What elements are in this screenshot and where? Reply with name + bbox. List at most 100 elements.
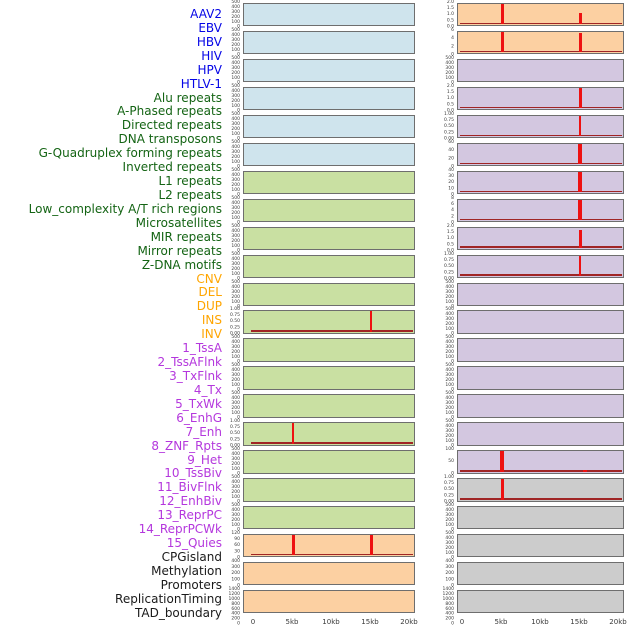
y-tick-label: 40: [448, 167, 454, 173]
y-tick-label: 300: [231, 121, 240, 127]
y-tick-label: 100: [231, 131, 240, 137]
y-tick-label: 1.0: [446, 95, 454, 101]
y-tick-label: 200: [445, 321, 454, 327]
density-panel: [457, 142, 624, 167]
y-tick-label: 200: [231, 349, 240, 355]
y-tick-label: 0: [451, 219, 454, 225]
y-axis-ticks: 500 400 300 200 100 0: [216, 223, 240, 253]
y-tick-label: 100: [445, 75, 454, 81]
y-tick-label: 0: [451, 331, 454, 337]
x-tick-label: 5kb: [494, 618, 508, 626]
y-tick-label: 300: [445, 564, 454, 570]
y-axis-ticks: 500 400 300 200 100 0: [216, 446, 240, 477]
y-tick-label: 300: [231, 93, 240, 99]
y-tick-label: 100: [231, 103, 240, 109]
y-axis-ticks: 500 400 300 200 100 0: [216, 251, 240, 281]
y-tick-label: 400: [445, 395, 454, 401]
y-tick-label: 500: [231, 251, 240, 257]
y-tick-label: 2.0: [446, 0, 454, 5]
feature-label: EBV: [198, 20, 222, 35]
y-tick-label: 0: [237, 136, 240, 142]
y-tick-label: 400: [231, 88, 240, 94]
y-axis-ticks: 500 400 300 200 100 0: [430, 279, 454, 309]
y-tick-label: 500: [445, 55, 454, 61]
density-panel: [243, 562, 415, 586]
feature-label: Inverted repeats: [122, 160, 222, 175]
signal-spike: [578, 171, 582, 193]
y-tick-label: 2: [451, 43, 454, 49]
y-tick-label: 500: [231, 195, 240, 201]
feature-label: DNA transposons: [118, 132, 223, 147]
density-panel: [243, 170, 415, 195]
y-tick-label: 100: [231, 522, 240, 528]
y-axis-ticks: 400 300 200 100 0: [216, 559, 240, 588]
y-tick-label: 400: [231, 4, 240, 10]
y-tick-label: 1000: [228, 596, 240, 602]
feature-label: A-Phased repeats: [117, 104, 222, 119]
y-tick-label: 200: [231, 461, 240, 467]
y-tick-label: 6: [451, 27, 454, 33]
density-panel: [243, 58, 415, 83]
y-tick-label: 1.5: [446, 5, 454, 11]
y-tick-label: 100: [231, 576, 240, 582]
y-tick-label: 500: [231, 390, 240, 396]
y-tick-label: 1.00: [443, 111, 454, 117]
signal-spike: [500, 451, 504, 472]
y-tick-label: 2.0: [446, 83, 454, 89]
x-tick-label: 10kb: [531, 618, 549, 626]
y-axis-ticks: 1.00 0.75 0.50 0.25 0.00: [430, 475, 454, 504]
y-tick-label: 200: [231, 237, 240, 243]
y-tick-label: 0: [451, 415, 454, 421]
signal-spike: [369, 535, 373, 556]
signal-spike: [578, 230, 582, 248]
density-panel: [243, 450, 415, 474]
y-axis-ticks: 100 50 0: [430, 447, 454, 476]
density-panel: [457, 3, 624, 27]
feature-label: Alu repeats: [153, 90, 222, 105]
y-axis-ticks: 500 400 300 200 100 0: [216, 195, 240, 225]
y-tick-label: 100: [231, 19, 240, 25]
y-tick-label: 0: [237, 108, 240, 114]
y-tick-label: 100: [231, 354, 240, 360]
y-tick-label: 100: [231, 186, 240, 192]
y-tick-label: 500: [231, 446, 240, 452]
signal-spike: [370, 311, 372, 332]
y-tick-label: 300: [445, 344, 454, 350]
y-tick-label: 0.50: [443, 263, 454, 269]
y-tick-label: 300: [445, 512, 454, 518]
y-tick-label: 200: [445, 545, 454, 551]
y-tick-label: 100: [445, 576, 454, 582]
y-tick-label: 400: [445, 367, 454, 373]
feature-label: Low_complexity A/T rich regions: [28, 201, 222, 216]
signal-baseline: [251, 330, 413, 332]
y-axis-ticks: 500 400 300 200 100 0: [216, 83, 240, 114]
y-tick-label: 0.25: [443, 269, 454, 275]
y-tick-label: 100: [231, 159, 240, 165]
y-tick-label: 400: [231, 228, 240, 234]
y-axis-ticks: 500 400 300 200 100 0: [216, 0, 240, 29]
y-tick-label: 0.75: [443, 257, 454, 263]
feature-label: DEL: [198, 285, 222, 300]
feature-label: 9_Het: [187, 452, 222, 467]
feature-label: Methylation: [151, 563, 222, 578]
feature-label: 12_EnhBiv: [159, 494, 222, 509]
y-tick-label: 1.00: [229, 418, 240, 424]
y-tick-label: 200: [231, 14, 240, 20]
density-panel: [457, 114, 624, 139]
signal-spike: [579, 115, 581, 137]
feature-label: 7_Enh: [185, 424, 222, 439]
density-panel: [243, 282, 415, 306]
y-tick-label: 200: [231, 405, 240, 411]
y-tick-label: 0: [237, 499, 240, 505]
feature-label: INV: [201, 327, 222, 342]
y-tick-label: 300: [231, 177, 240, 183]
y-tick-label: 300: [231, 512, 240, 518]
y-tick-label: 0: [451, 443, 454, 449]
y-tick-label: 1200: [228, 591, 240, 597]
density-panel: [457, 366, 624, 390]
y-tick-label: 100: [445, 438, 454, 444]
density-panel: [243, 506, 415, 530]
density-panel: [243, 394, 415, 418]
feature-label: Microsatellites: [135, 215, 222, 230]
